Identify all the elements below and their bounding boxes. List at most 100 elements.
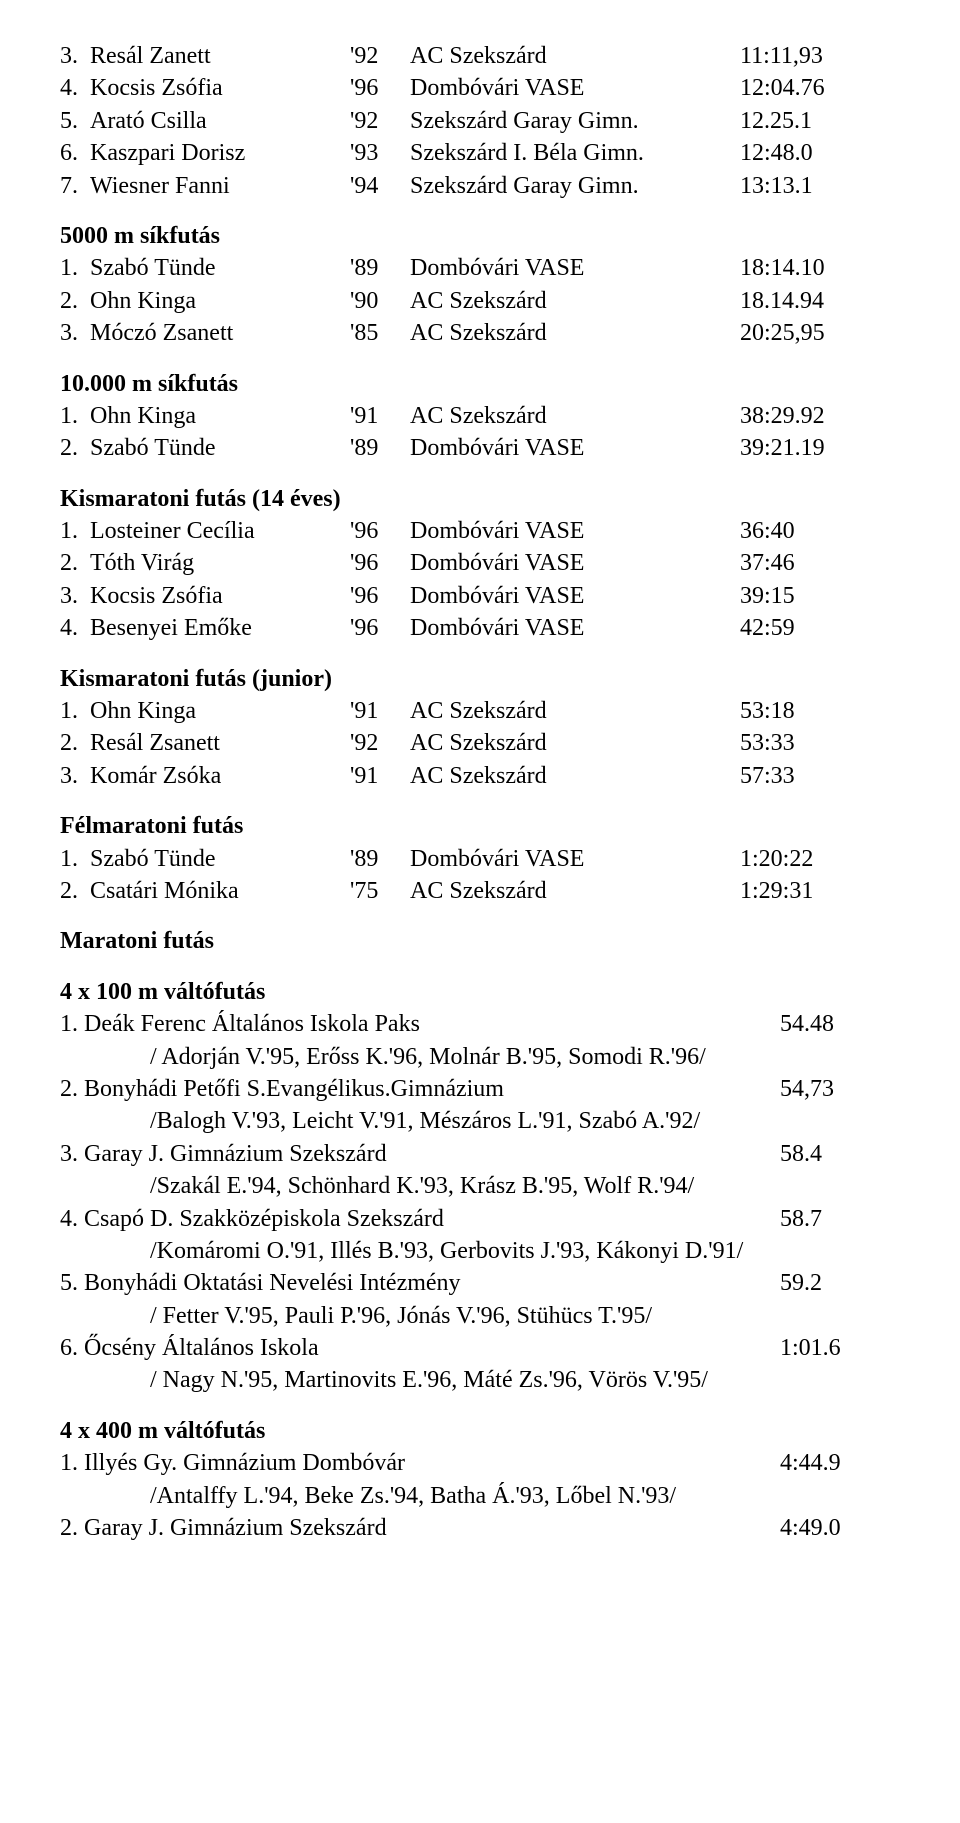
result: 39:15 xyxy=(740,580,900,612)
relay-row: 2. Garay J. Gimnázium Szekszárd4:49.0 xyxy=(60,1512,900,1544)
rank: 5. xyxy=(60,105,90,137)
relay-row: 2. Bonyhádi Petőfi S.Evangélikus.Gimnázi… xyxy=(60,1073,900,1105)
rank: 1. xyxy=(60,400,90,432)
rank: 1. xyxy=(60,515,90,547)
result: 1:29:31 xyxy=(740,875,900,907)
year: '96 xyxy=(350,547,410,579)
athlete-name: Kocsis Zsófia xyxy=(90,580,350,612)
rank: 3. xyxy=(60,40,90,72)
relay-members: /Balogh V.'93, Leicht V.'91, Mészáros L.… xyxy=(60,1105,900,1137)
athlete-name: Tóth Virág xyxy=(90,547,350,579)
relay-result: 4:44.9 xyxy=(780,1447,900,1479)
relay-row: 1. Illyés Gy. Gimnázium Dombóvár4:44.9 xyxy=(60,1447,900,1479)
relay-row: 4. Csapó D. Szakközépiskola Szekszárd58.… xyxy=(60,1203,900,1235)
result: 18.14.94 xyxy=(740,285,900,317)
year: '89 xyxy=(350,843,410,875)
year: '91 xyxy=(350,760,410,792)
relay-row: 1. Deák Ferenc Általános Iskola Paks54.4… xyxy=(60,1008,900,1040)
club: AC Szekszárd xyxy=(410,285,740,317)
result-row: 2.Szabó Tünde'89Dombóvári VASE39:21.19 xyxy=(60,432,900,464)
club: Dombóvári VASE xyxy=(410,547,740,579)
section-heading: 4 x 100 m váltófutás xyxy=(60,976,900,1008)
year: '91 xyxy=(350,695,410,727)
club: AC Szekszárd xyxy=(410,40,740,72)
year: '94 xyxy=(350,170,410,202)
rank: 2. xyxy=(60,285,90,317)
result: 12.25.1 xyxy=(740,105,900,137)
rank: 2. xyxy=(60,875,90,907)
club: AC Szekszárd xyxy=(410,760,740,792)
athlete-name: Kocsis Zsófia xyxy=(90,72,350,104)
athlete-name: Arató Csilla xyxy=(90,105,350,137)
club: Szekszárd Garay Gimn. xyxy=(410,105,740,137)
relay-row: 5. Bonyhádi Oktatási Nevelési Intézmény5… xyxy=(60,1267,900,1299)
year: '96 xyxy=(350,72,410,104)
athlete-name: Ohn Kinga xyxy=(90,695,350,727)
rank: 7. xyxy=(60,170,90,202)
relay-team: 4. Csapó D. Szakközépiskola Szekszárd xyxy=(60,1203,780,1235)
year: '96 xyxy=(350,515,410,547)
result: 53:33 xyxy=(740,727,900,759)
section-heading: Kismaratoni futás (14 éves) xyxy=(60,483,900,515)
club: Dombóvári VASE xyxy=(410,843,740,875)
athlete-name: Csatári Mónika xyxy=(90,875,350,907)
rank: 2. xyxy=(60,547,90,579)
club: Szekszárd I. Béla Gimn. xyxy=(410,137,740,169)
rank: 3. xyxy=(60,317,90,349)
year: '92 xyxy=(350,105,410,137)
relay-result: 59.2 xyxy=(780,1267,900,1299)
athlete-name: Ohn Kinga xyxy=(90,400,350,432)
year: '92 xyxy=(350,727,410,759)
result-row: 2.Tóth Virág'96Dombóvári VASE37:46 xyxy=(60,547,900,579)
year: '85 xyxy=(350,317,410,349)
result-row: 1.Szabó Tünde'89Dombóvári VASE18:14.10 xyxy=(60,252,900,284)
relay-team: 1. Deák Ferenc Általános Iskola Paks xyxy=(60,1008,780,1040)
club: Dombóvári VASE xyxy=(410,580,740,612)
section-heading: 4 x 400 m váltófutás xyxy=(60,1415,900,1447)
result: 18:14.10 xyxy=(740,252,900,284)
relay-team: 1. Illyés Gy. Gimnázium Dombóvár xyxy=(60,1447,780,1479)
club: AC Szekszárd xyxy=(410,695,740,727)
athlete-name: Losteiner Cecília xyxy=(90,515,350,547)
athlete-name: Resál Zanett xyxy=(90,40,350,72)
relay-team: 3. Garay J. Gimnázium Szekszárd xyxy=(60,1138,780,1170)
section-heading: 5000 m síkfutás xyxy=(60,220,900,252)
rank: 2. xyxy=(60,432,90,464)
relay-members: /Szakál E.'94, Schönhard K.'93, Krász B.… xyxy=(60,1170,900,1202)
result-row: 3.Komár Zsóka'91AC Szekszárd57:33 xyxy=(60,760,900,792)
athlete-name: Besenyei Emőke xyxy=(90,612,350,644)
relay-row: 3. Garay J. Gimnázium Szekszárd58.4 xyxy=(60,1138,900,1170)
rank: 1. xyxy=(60,843,90,875)
club: AC Szekszárd xyxy=(410,400,740,432)
year: '96 xyxy=(350,580,410,612)
result: 37:46 xyxy=(740,547,900,579)
relay-result: 58.7 xyxy=(780,1203,900,1235)
year: '89 xyxy=(350,432,410,464)
result-row: 2.Resál Zsanett'92AC Szekszárd53:33 xyxy=(60,727,900,759)
club: Szekszárd Garay Gimn. xyxy=(410,170,740,202)
section-heading: Kismaratoni futás (junior) xyxy=(60,663,900,695)
result: 38:29.92 xyxy=(740,400,900,432)
year: '89 xyxy=(350,252,410,284)
relay-members: / Fetter V.'95, Pauli P.'96, Jónás V.'96… xyxy=(60,1300,900,1332)
athlete-name: Móczó Zsanett xyxy=(90,317,350,349)
year: '96 xyxy=(350,612,410,644)
year: '92 xyxy=(350,40,410,72)
result: 53:18 xyxy=(740,695,900,727)
rank: 4. xyxy=(60,612,90,644)
result: 20:25,95 xyxy=(740,317,900,349)
rank: 1. xyxy=(60,695,90,727)
result-row: 1.Szabó Tünde'89Dombóvári VASE1:20:22 xyxy=(60,843,900,875)
result: 12:04.76 xyxy=(740,72,900,104)
result-row: 2.Csatári Mónika'75AC Szekszárd1:29:31 xyxy=(60,875,900,907)
athlete-name: Kaszpari Dorisz xyxy=(90,137,350,169)
section-heading: Maratoni futás xyxy=(60,925,900,957)
rank: 1. xyxy=(60,252,90,284)
club: Dombóvári VASE xyxy=(410,252,740,284)
relay-result: 54.48 xyxy=(780,1008,900,1040)
rank: 3. xyxy=(60,580,90,612)
club: Dombóvári VASE xyxy=(410,515,740,547)
section-heading: 10.000 m síkfutás xyxy=(60,368,900,400)
result: 13:13.1 xyxy=(740,170,900,202)
year: '93 xyxy=(350,137,410,169)
